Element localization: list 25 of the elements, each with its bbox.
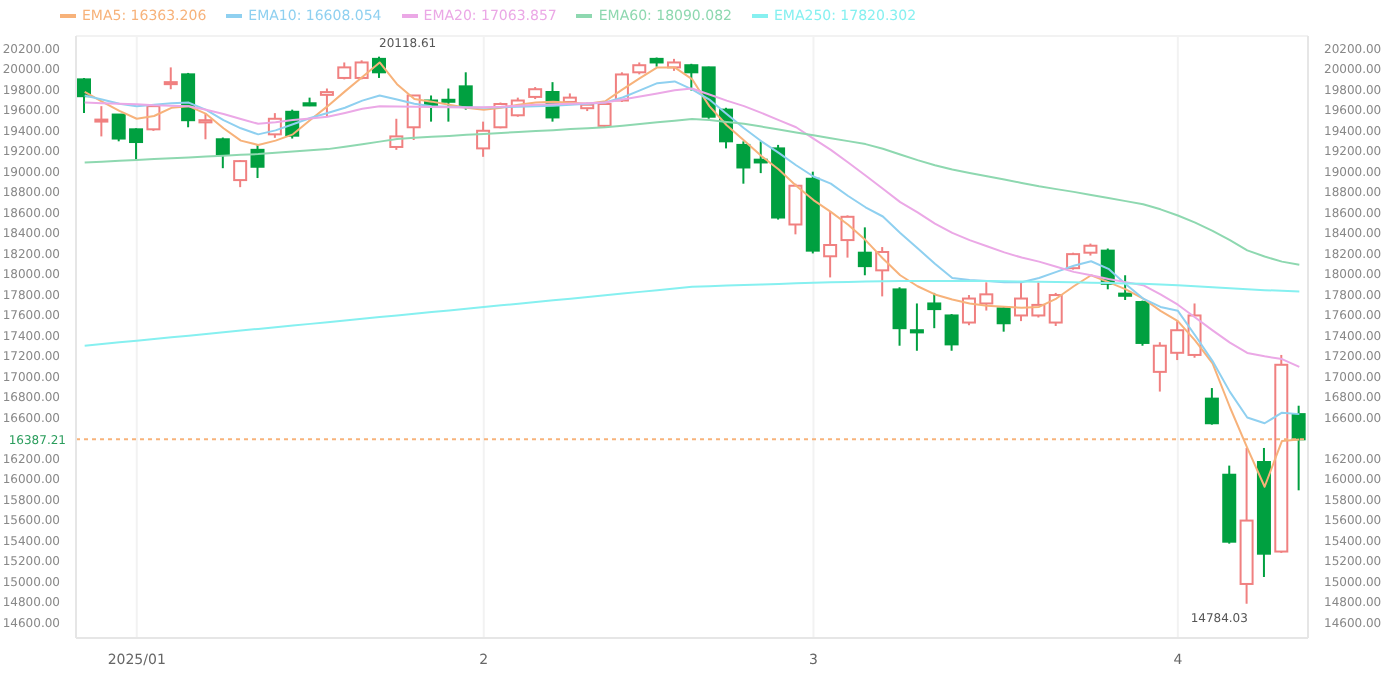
candlestick <box>892 286 907 347</box>
candlestick <box>250 143 265 180</box>
candlestick <box>163 66 178 91</box>
candlestick <box>823 210 838 279</box>
candlestick <box>736 140 751 185</box>
line-series <box>83 87 1301 368</box>
candlestick <box>215 136 230 170</box>
candlestick <box>198 112 213 141</box>
candlestick <box>1204 387 1219 426</box>
candlestick <box>684 62 699 92</box>
candlestick <box>94 105 109 138</box>
candlestick <box>458 71 473 111</box>
candlestick <box>1118 274 1133 301</box>
candlestick <box>944 313 959 352</box>
candlestick <box>927 291 942 330</box>
candlestick <box>857 226 872 277</box>
candlestick <box>233 159 248 189</box>
candlestick <box>909 302 924 352</box>
candlestick <box>996 306 1011 333</box>
candlestick <box>1291 404 1306 492</box>
candlestick <box>840 214 855 259</box>
candlestick <box>181 71 196 129</box>
candlestick <box>1135 299 1150 347</box>
candlestick <box>319 87 334 118</box>
candlestick <box>1048 291 1063 328</box>
